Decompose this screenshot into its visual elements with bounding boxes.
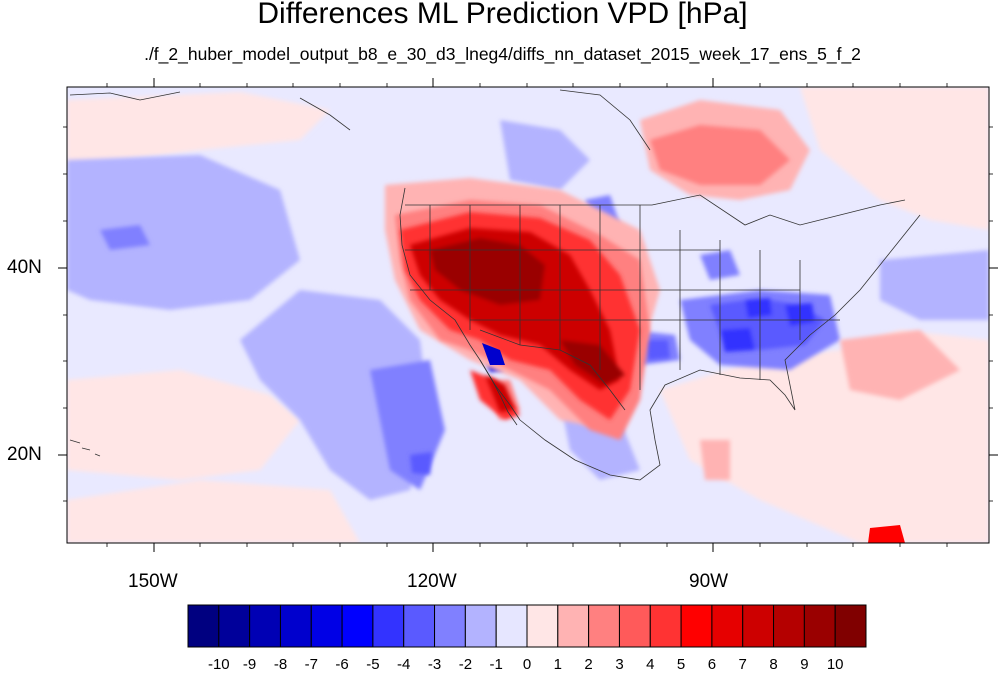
map-subtitle: ./f_2_huber_model_output_b8_e_30_d3_lneg… [144, 44, 861, 64]
lon-label-90w: 90W [689, 571, 729, 592]
colorbar-tick-label: 4 [646, 656, 655, 673]
colorbar-swatch [526, 604, 559, 648]
major-ticks [58, 78, 998, 552]
pacific-coastline [399, 187, 521, 421]
colorbar-tick-label: 3 [615, 656, 624, 673]
blue-regions-strong [410, 298, 825, 475]
colorbar-tick-label: -10 [207, 656, 230, 673]
colorbar-swatch [680, 604, 713, 648]
colorbar-swatch [341, 604, 374, 648]
colorbar-tick-label: -3 [427, 656, 442, 673]
colorbar-tick-label: -7 [304, 656, 318, 673]
colorbar-tick-label: 10 [826, 656, 844, 673]
colorbar-tick-label: -1 [489, 656, 503, 673]
colorbar-swatch [464, 604, 497, 648]
lon-label-120w: 120W [407, 571, 457, 592]
colorbar-swatch [279, 604, 312, 648]
colorbar-swatch [773, 604, 805, 648]
border-mexico [479, 329, 626, 411]
colorbar-swatch [434, 604, 466, 648]
colorbar-tick-label: 1 [553, 656, 562, 673]
lat-label-40n: 40N [7, 257, 42, 278]
minor-ticks [63, 83, 993, 547]
colorbar-tick-label: 8 [769, 656, 778, 673]
colorbar-swatch [495, 604, 528, 648]
colorbar-swatch [834, 604, 867, 648]
colorbar-swatch [557, 604, 590, 648]
state-borders-vertical [429, 205, 801, 390]
colorbar-tick-label: -5 [366, 656, 380, 673]
red-regions-dark [410, 228, 625, 412]
colorbar-swatch [310, 604, 343, 648]
colorbar-swatch [588, 604, 620, 648]
blue-spot-baja [482, 343, 505, 365]
colorbar-swatch [218, 604, 251, 648]
great-lakes-border [651, 194, 906, 226]
colorbar-tick-label: -4 [397, 656, 411, 673]
hawaii-islands [69, 439, 101, 457]
colorbar-swatch [803, 604, 836, 648]
colorbar-swatch [187, 604, 220, 648]
colorbar-tick-label: 0 [522, 656, 532, 673]
colorbar-tick-label: 7 [738, 656, 747, 673]
colorbar-swatch [649, 604, 682, 648]
colorbar-swatch [618, 604, 651, 648]
colorbar [187, 604, 867, 648]
colorbar-tick-label: -6 [335, 656, 349, 673]
gulf-atlantic-coastline [519, 214, 921, 481]
blue-regions-light [67, 120, 989, 500]
red-spot-southeast [868, 525, 905, 543]
colorbar-tick-label: -2 [458, 656, 473, 673]
colorbar-swatch [403, 604, 436, 648]
map-boundaries [69, 89, 921, 481]
lon-label-150w: 150W [128, 571, 178, 592]
map-field [67, 87, 989, 543]
map-title: Differences ML Prediction VPD [hPa] [257, 0, 748, 30]
alaska-coast [69, 91, 351, 131]
hudson-coast [559, 89, 651, 151]
colorbar-tick-label: 5 [676, 656, 686, 673]
colorbar-swatch [249, 604, 281, 648]
colorbar-tick-label: -9 [242, 656, 257, 673]
colorbar-tick-label: 2 [584, 656, 593, 673]
colorbar-tick-label: -8 [273, 656, 288, 673]
map-frame [58, 78, 998, 552]
lat-label-20n: 20N [7, 444, 42, 465]
baja-peninsula [479, 359, 518, 426]
colorbar-swatch [372, 604, 405, 648]
state-borders-horizontal [405, 249, 840, 321]
colorbar-swatch [742, 604, 775, 648]
colorbar-swatch [711, 604, 744, 648]
colorbar-tick-label: 6 [707, 656, 717, 673]
colorbar-tick-label: 9 [800, 656, 809, 673]
